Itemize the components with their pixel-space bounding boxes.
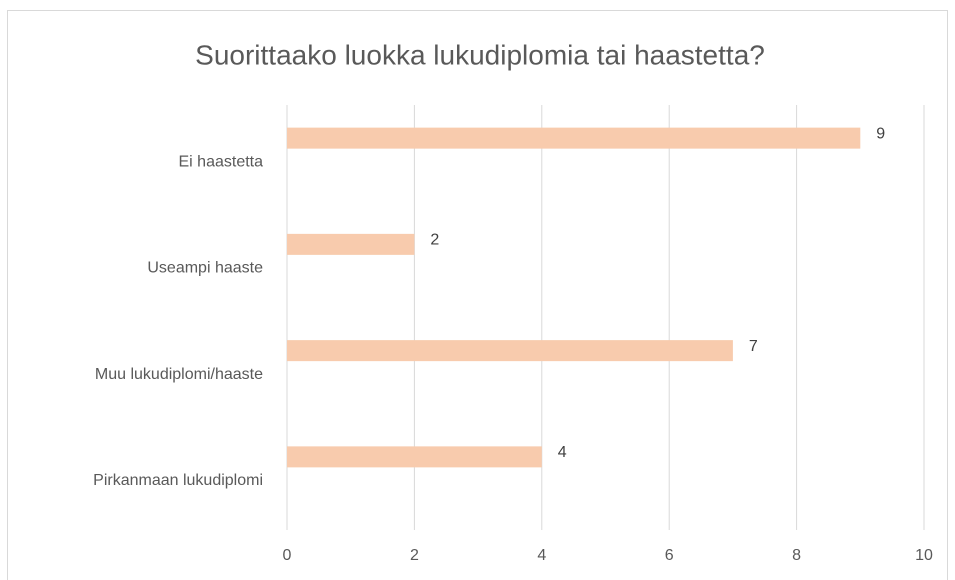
data-label: 4: [558, 444, 567, 461]
y-tick-label: Ei haastetta: [179, 153, 264, 170]
chart-border: [7, 10, 948, 580]
bar: [287, 446, 542, 468]
x-tick-label: 6: [665, 547, 674, 564]
bar: [287, 127, 861, 149]
y-tick-label: Muu lukudiplomi/haaste: [95, 366, 263, 383]
data-label: 7: [749, 338, 758, 355]
y-tick-label: Pirkanmaan lukudiplomi: [93, 472, 263, 489]
x-tick-label: 2: [410, 547, 419, 564]
bar: [287, 340, 733, 362]
data-label: 2: [430, 232, 439, 249]
y-tick-label: Useampi haaste: [147, 260, 263, 277]
x-tick-label: 8: [792, 547, 801, 564]
bar: [287, 233, 415, 255]
x-tick-label: 4: [537, 547, 546, 564]
chart-title: Suorittaako luokka lukudiplomia tai haas…: [195, 39, 765, 70]
x-tick-label: 10: [915, 547, 933, 564]
x-tick-label: 0: [283, 547, 292, 564]
data-label: 9: [876, 125, 885, 142]
